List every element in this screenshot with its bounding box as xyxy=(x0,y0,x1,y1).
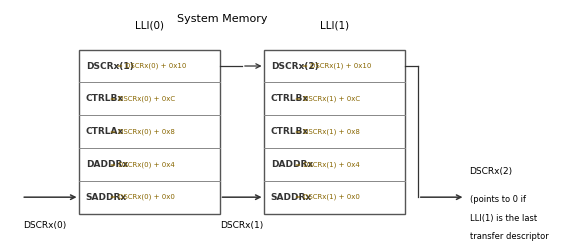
Bar xyxy=(265,50,405,214)
Text: LLI(1): LLI(1) xyxy=(320,21,349,31)
Bar xyxy=(79,50,220,214)
Text: = DSCRx(0) + 0x10: = DSCRx(0) + 0x10 xyxy=(117,63,187,69)
Text: CTRLAx: CTRLAx xyxy=(86,127,124,136)
Text: DSCRx(0): DSCRx(0) xyxy=(24,220,67,230)
Text: = DSCRx(1) + 0x10: = DSCRx(1) + 0x10 xyxy=(302,63,371,69)
Text: CTRLBx: CTRLBx xyxy=(86,94,124,103)
Text: DSCRx(2): DSCRx(2) xyxy=(470,167,513,176)
Text: LLI(0): LLI(0) xyxy=(135,21,164,31)
Text: System Memory: System Memory xyxy=(177,14,268,24)
Text: = DSCRx(1) + 0xC: = DSCRx(1) + 0xC xyxy=(294,96,360,102)
Text: DSCRx(1): DSCRx(1) xyxy=(220,220,264,230)
Text: transfer descriptor: transfer descriptor xyxy=(470,232,549,241)
Text: DADDRx: DADDRx xyxy=(86,160,128,169)
Text: = DSCRx(0) + 0xC: = DSCRx(0) + 0xC xyxy=(110,96,175,102)
Text: DSCRx(2): DSCRx(2) xyxy=(271,61,319,71)
Text: = DSCRx(0) + 0x4: = DSCRx(0) + 0x4 xyxy=(110,161,174,168)
Text: = DSCRx(0) + 0x8: = DSCRx(0) + 0x8 xyxy=(110,128,175,135)
Text: = DSCRx(1) + 0x8: = DSCRx(1) + 0x8 xyxy=(294,128,360,135)
Text: = DSCRx(1) + 0x0: = DSCRx(1) + 0x0 xyxy=(294,194,360,200)
Text: = DSCRx(0) + 0x0: = DSCRx(0) + 0x0 xyxy=(110,194,175,200)
Text: DSCRx(1): DSCRx(1) xyxy=(86,61,134,71)
Text: DADDRx: DADDRx xyxy=(271,160,313,169)
Text: CTRLBx: CTRLBx xyxy=(271,127,309,136)
Text: SADDRx: SADDRx xyxy=(271,193,312,202)
Text: = DSCRx(1) + 0x4: = DSCRx(1) + 0x4 xyxy=(294,161,360,168)
Text: SADDRx: SADDRx xyxy=(86,193,127,202)
Text: CTRLBx: CTRLBx xyxy=(271,94,309,103)
Text: LLI(1) is the last: LLI(1) is the last xyxy=(470,214,537,222)
Text: (points to 0 if: (points to 0 if xyxy=(470,195,525,204)
